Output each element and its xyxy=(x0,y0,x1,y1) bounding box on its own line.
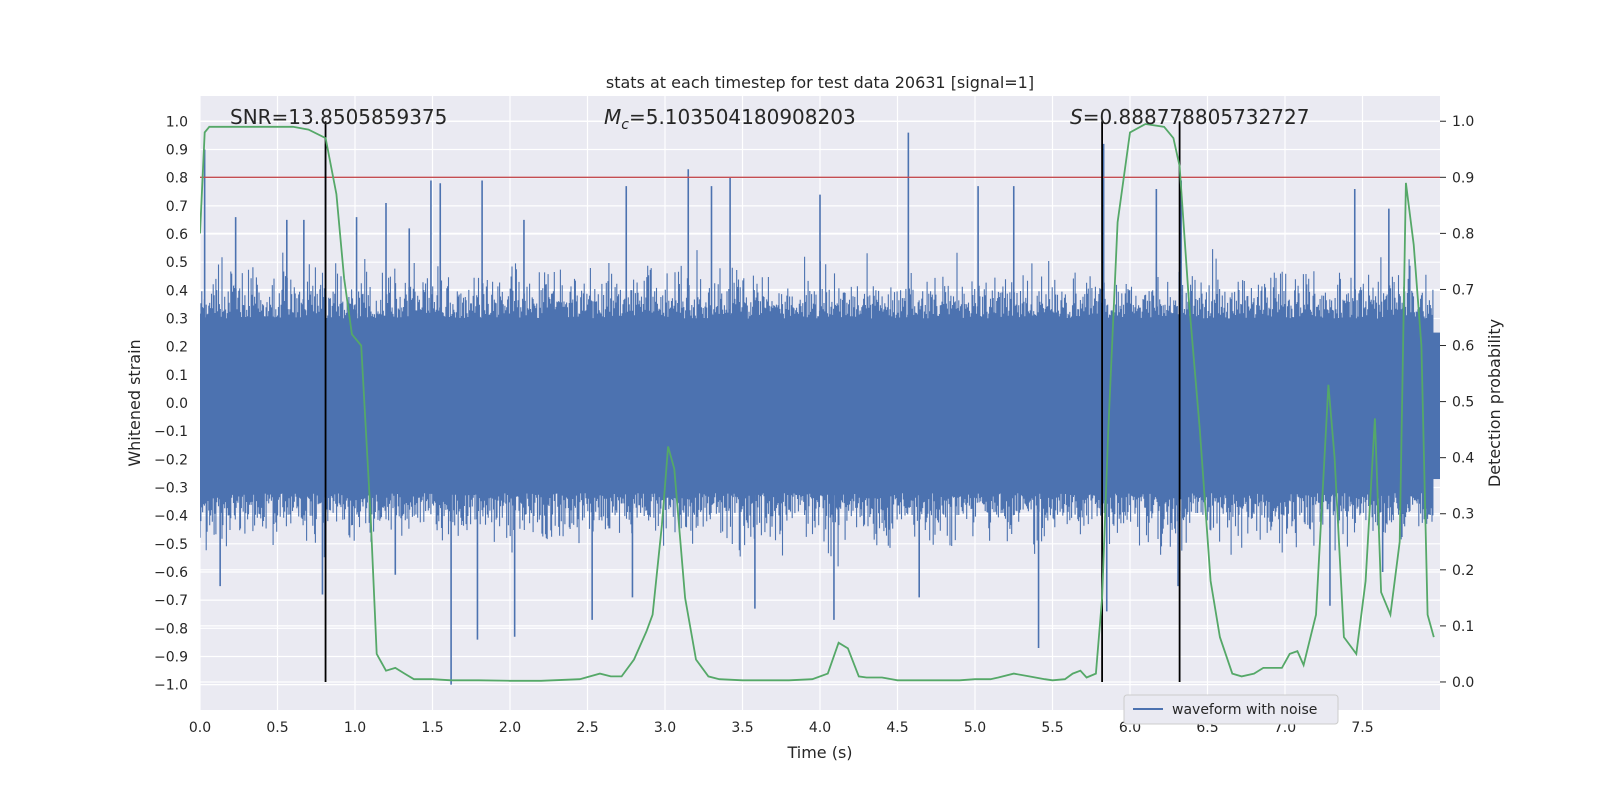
y2-ticks: 1.0 0.9 0.8 0.7 0.6 0.5 0.4 0.3 0.2 0.1 0.0 xyxy=(1440,114,1474,691)
x-axis-label: Time (s) xyxy=(786,743,852,762)
y-tick-label: −0.6 xyxy=(154,565,188,581)
x-tick-label: 1.5 xyxy=(421,720,443,736)
x-tick-label: 4.5 xyxy=(886,720,908,736)
x-tick-label: 7.5 xyxy=(1351,720,1373,736)
legend-label: waveform with noise xyxy=(1172,702,1317,718)
y-tick-label: −0.5 xyxy=(154,537,188,553)
y-tick-label: 0.8 xyxy=(166,171,188,187)
mc-annotation: Mc=5.103504180908203 xyxy=(604,105,856,133)
y2-axis-label: Detection probability xyxy=(1485,319,1504,487)
y-tick-label: 0.5 xyxy=(166,255,188,271)
y-axis-label: Whitened strain xyxy=(125,339,144,466)
y-tick-label: −0.7 xyxy=(154,593,188,609)
y-tick-label: 0.6 xyxy=(166,227,188,243)
y2-tick-label: 1.0 xyxy=(1452,114,1474,130)
y2-tick-label: 0.4 xyxy=(1452,451,1474,467)
y2-tick-label: 0.6 xyxy=(1452,339,1474,355)
y2-tick-label: 0.0 xyxy=(1452,675,1474,691)
y-tick-label: −0.4 xyxy=(154,509,188,525)
y-tick-label: −0.9 xyxy=(154,649,188,665)
y-tick-label: −0.3 xyxy=(154,480,188,496)
x-ticks: 0.0 0.5 1.0 1.5 2.0 2.5 3.0 3.5 4.0 4.5 5.0 5.5 6.0 6… xyxy=(189,720,1374,736)
waveform-series xyxy=(200,132,1440,685)
mc-symbol: M xyxy=(604,105,621,129)
snr-annotation: SNR=13.8505859375 xyxy=(230,105,447,129)
x-tick-label: 1.0 xyxy=(344,720,366,736)
y2-tick-label: 0.9 xyxy=(1452,170,1474,186)
y-tick-label: −0.1 xyxy=(154,424,188,440)
s-symbol: S xyxy=(1070,105,1083,129)
y2-tick-label: 0.8 xyxy=(1452,226,1474,242)
y-tick-label: 0.2 xyxy=(166,340,188,356)
x-tick-label: 2.5 xyxy=(576,720,598,736)
y-tick-label: 0.7 xyxy=(166,199,188,215)
y-tick-label: 0.4 xyxy=(166,283,188,299)
x-tick-label: 0.0 xyxy=(189,720,211,736)
y2-tick-label: 0.3 xyxy=(1452,507,1474,523)
y2-tick-label: 0.5 xyxy=(1452,395,1474,411)
y2-tick-label: 0.1 xyxy=(1452,619,1474,635)
chart-title: stats at each timestep for test data 206… xyxy=(606,73,1034,92)
y-tick-label: −0.8 xyxy=(154,621,188,637)
y-ticks: 1.0 0.9 0.8 0.7 0.6 0.5 0.4 0.3 0.2 0.1 0.0 −0.1 −0.… xyxy=(154,114,188,693)
probability-series xyxy=(200,123,1435,682)
x-tick-label: 3.0 xyxy=(654,720,676,736)
y2-tick-label: 0.7 xyxy=(1452,282,1474,298)
y-tick-label: 0.9 xyxy=(166,143,188,159)
mc-subscript: c xyxy=(621,117,629,133)
y-tick-label: −0.2 xyxy=(154,452,188,468)
s-annotation: S=0.888778805732727 xyxy=(1070,105,1309,129)
probability-line xyxy=(200,123,1435,682)
y-tick-label: 0.1 xyxy=(166,368,188,384)
x-tick-label: 4.0 xyxy=(809,720,831,736)
s-value: =0.888778805732727 xyxy=(1083,105,1310,129)
legend[interactable]: waveform with noise xyxy=(1123,694,1339,725)
x-tick-label: 3.5 xyxy=(731,720,753,736)
y-tick-label: 1.0 xyxy=(166,114,188,130)
x-tick-label: 5.5 xyxy=(1041,720,1063,736)
y2-tick-label: 0.2 xyxy=(1452,563,1474,579)
y-tick-label: −1.0 xyxy=(154,678,188,694)
x-tick-label: 2.0 xyxy=(499,720,521,736)
x-tick-label: 0.5 xyxy=(266,720,288,736)
y-tick-label: 0.3 xyxy=(166,312,188,328)
x-tick-label: 5.0 xyxy=(964,720,986,736)
y-tick-label: 0.0 xyxy=(166,396,188,412)
legend-box xyxy=(1123,694,1339,725)
mc-value: =5.103504180908203 xyxy=(629,105,856,129)
